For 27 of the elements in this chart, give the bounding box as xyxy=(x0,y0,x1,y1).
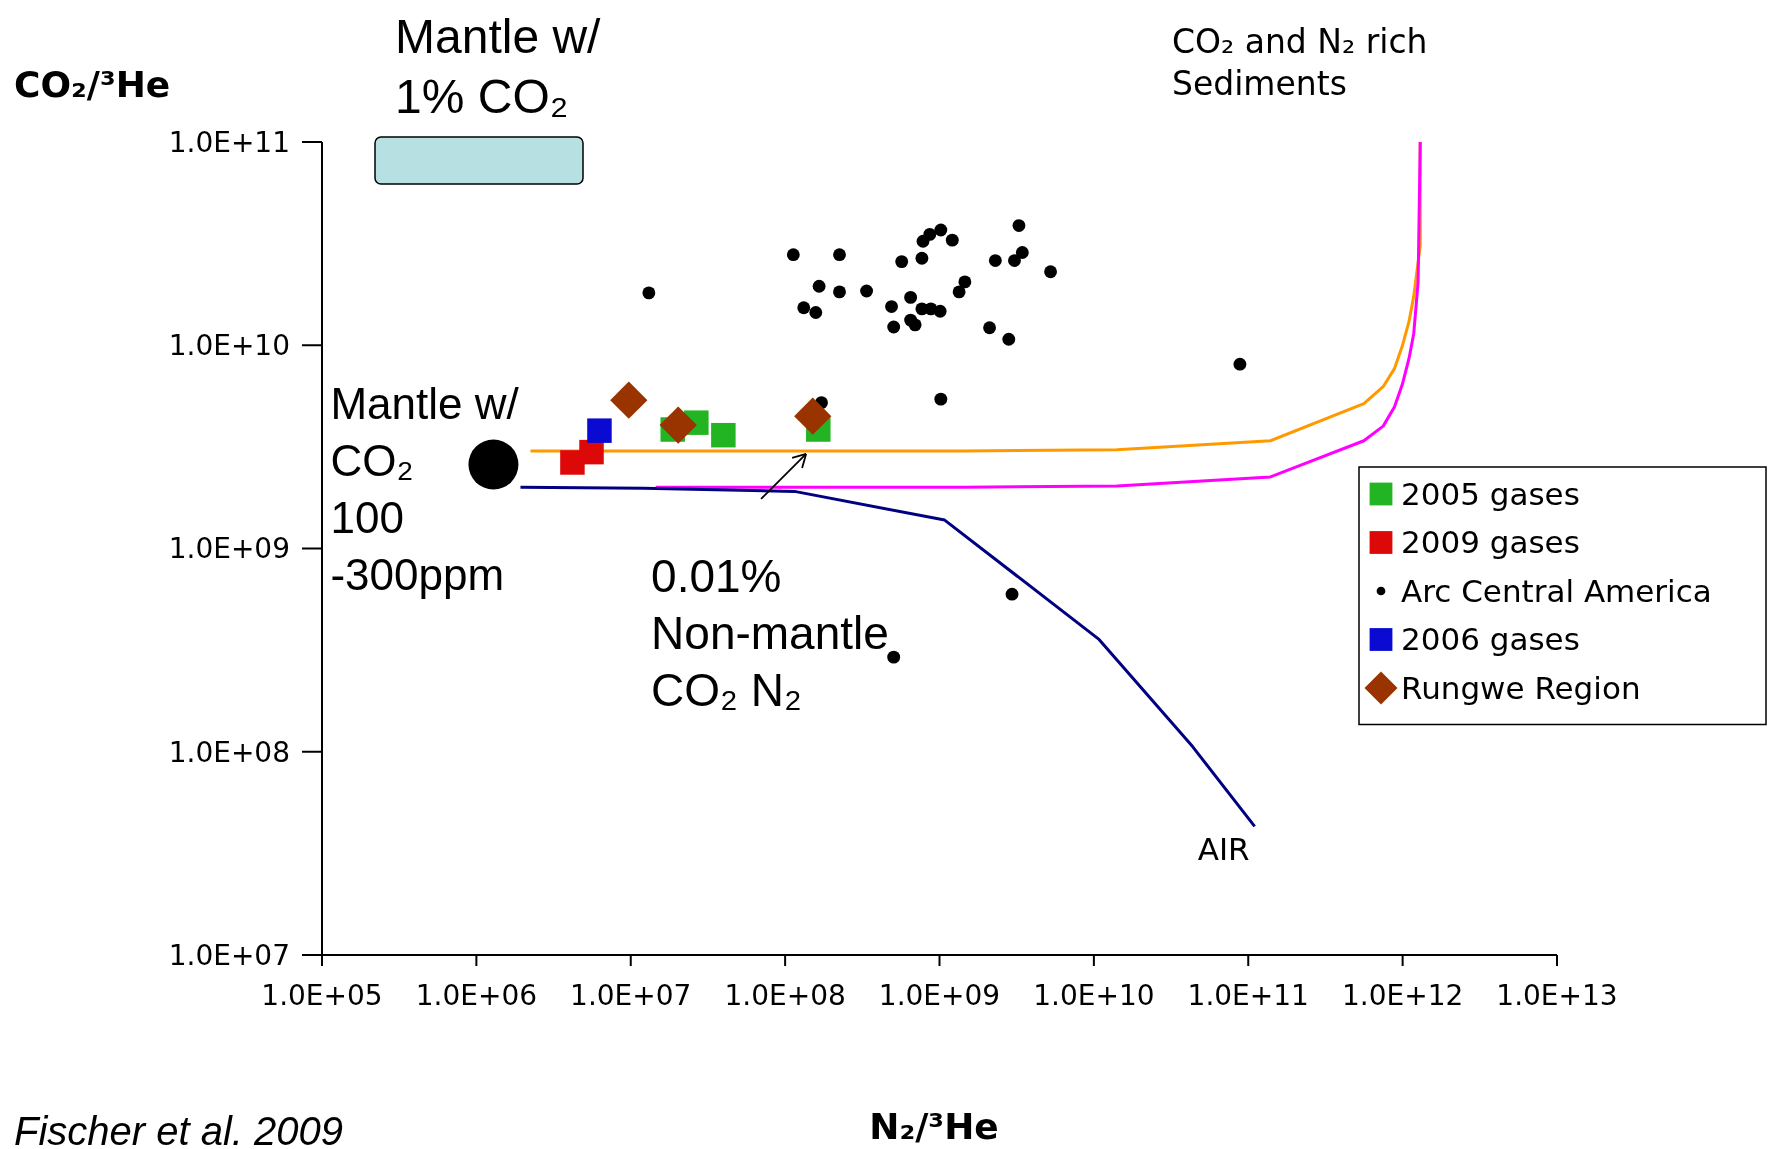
text: CO₂ and N₂ rich Sediments xyxy=(1172,22,1428,103)
legend-label: 2005 gases xyxy=(1401,475,1580,512)
x-tick-label: 1.0E+13 xyxy=(1496,979,1618,1012)
y-tick-label: 1.0E+09 xyxy=(168,532,290,566)
x-tick-label: 1.0E+09 xyxy=(878,979,1001,1012)
annotation: Mantle w/ CO₂ 100 -300ppm xyxy=(330,379,520,600)
legend-label: Rungwe Region xyxy=(1401,669,1641,706)
x-tick-label: 1.0E+11 xyxy=(1187,979,1309,1012)
legend-label: Arc Central America xyxy=(1401,572,1712,609)
x-tick-label: 1.0E+08 xyxy=(724,979,846,1012)
y-tick-label: 1.0E+11 xyxy=(168,125,290,159)
y-tick-label: 1.0E+07 xyxy=(168,938,290,972)
y-tick-label: 1.0E+10 xyxy=(168,329,290,363)
x-tick-label: 1.0E+06 xyxy=(415,979,538,1012)
y-axis-title: CO₂/³He xyxy=(14,64,171,105)
annotation: 0.01% Non-mantle CO₂ N₂ xyxy=(651,549,889,716)
y-tick-label: 1.0E+08 xyxy=(168,735,290,769)
text: Fischer et al. 2009 xyxy=(14,1109,344,1149)
x-tick-label: 1.0E+10 xyxy=(1033,979,1155,1012)
legend-label: 2009 gases xyxy=(1401,524,1580,561)
x-tick-label: 1.0E+05 xyxy=(261,979,383,1012)
x-tick-label: 1.0E+12 xyxy=(1341,979,1464,1012)
x-axis-title: N₂/³He xyxy=(869,1106,999,1147)
legend-label: 2006 gases xyxy=(1401,621,1580,658)
annotation: AIR xyxy=(1197,831,1250,868)
x-tick-label: 1.0E+07 xyxy=(570,979,692,1012)
text: Mantle w/ 1% CO₂ xyxy=(395,10,602,123)
